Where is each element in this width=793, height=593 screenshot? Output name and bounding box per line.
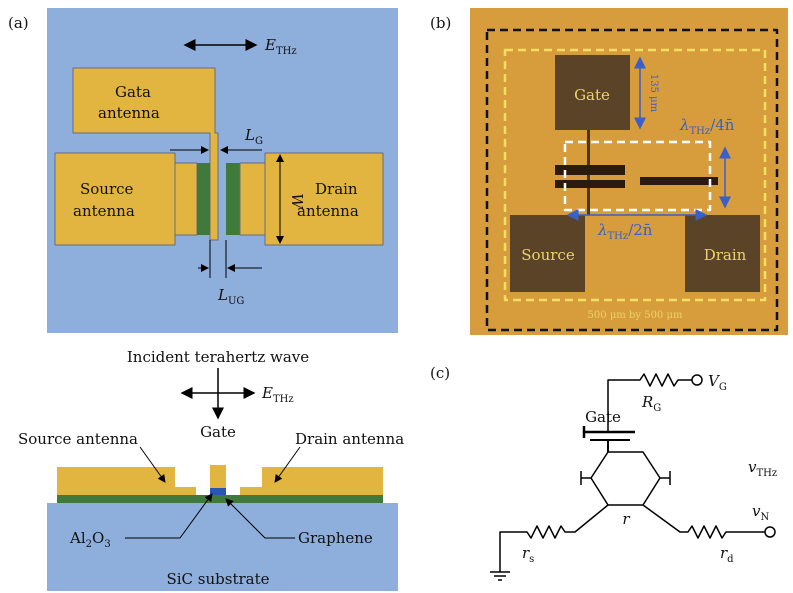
- graphene: [226, 163, 240, 235]
- symbol: VG: [708, 372, 727, 393]
- symbol: vN: [752, 502, 769, 523]
- label: (c): [430, 364, 450, 382]
- subscript: G: [719, 382, 727, 393]
- subscript: THz: [756, 468, 777, 479]
- label: Source antenna: [18, 430, 138, 448]
- symbol: ETHz: [261, 384, 294, 405]
- label: Gate: [200, 423, 236, 441]
- subscript: N: [760, 512, 769, 523]
- symbol: rs: [522, 544, 534, 565]
- drain-antenna: [265, 153, 383, 245]
- text: E: [264, 36, 276, 54]
- text: λ: [597, 221, 608, 239]
- text: R: [641, 393, 653, 411]
- subscript: d: [727, 554, 734, 565]
- oxide-layer: [210, 488, 226, 495]
- text: Al: [69, 529, 86, 547]
- label: W: [288, 193, 306, 210]
- label: (b): [430, 14, 451, 32]
- text: O: [92, 529, 104, 547]
- label: Incident terahertz wave: [127, 348, 309, 366]
- subscript: G: [653, 403, 661, 414]
- symbol: RG: [641, 393, 661, 414]
- source-layer: [57, 467, 196, 495]
- text: /4n̄: [710, 116, 735, 134]
- graphene: [197, 163, 210, 235]
- label: (a): [8, 14, 29, 32]
- text: L: [244, 126, 255, 144]
- text: λ: [679, 116, 690, 134]
- subscript: 3: [104, 539, 110, 550]
- label: antenna: [98, 104, 160, 122]
- text: L: [217, 286, 228, 304]
- label: SiC substrate: [166, 570, 269, 588]
- label: Gata: [115, 83, 151, 101]
- label: Source: [80, 180, 134, 198]
- subscript: THz: [608, 231, 629, 242]
- label: antenna: [73, 202, 135, 220]
- text: E: [261, 384, 273, 402]
- text: /2n̄: [628, 221, 653, 239]
- label: Drain antenna: [295, 430, 404, 448]
- label: Graphene: [298, 529, 373, 547]
- label: 135 μm: [648, 74, 659, 113]
- subscript: THz: [273, 394, 294, 405]
- drain-layer: [240, 467, 383, 495]
- source-antenna: [55, 153, 175, 245]
- symbol: rd: [720, 544, 734, 565]
- subscript: THz: [276, 46, 297, 57]
- label: Drain: [315, 180, 358, 198]
- electrode: [640, 177, 718, 185]
- contact: [175, 163, 197, 235]
- subscript: G: [255, 136, 263, 147]
- label: r: [622, 510, 630, 528]
- label: Gate: [574, 86, 610, 104]
- label: Source: [521, 246, 575, 264]
- label: Drain: [704, 246, 747, 264]
- gate-layer: [210, 465, 226, 488]
- graphene-layer: [57, 495, 383, 503]
- subscript: UG: [228, 296, 244, 307]
- figure: (a)(b)(c)ETHzGataantennaSourceantennaDra…: [0, 0, 793, 593]
- shapes: [47, 8, 788, 591]
- symbol: vTHz: [748, 458, 777, 479]
- circuit: [490, 374, 775, 580]
- label: Gate: [585, 408, 621, 426]
- subscript: THz: [690, 126, 711, 137]
- label: 500 μm by 500 μm: [588, 310, 683, 321]
- subscript: s: [529, 554, 534, 565]
- contact: [240, 163, 265, 235]
